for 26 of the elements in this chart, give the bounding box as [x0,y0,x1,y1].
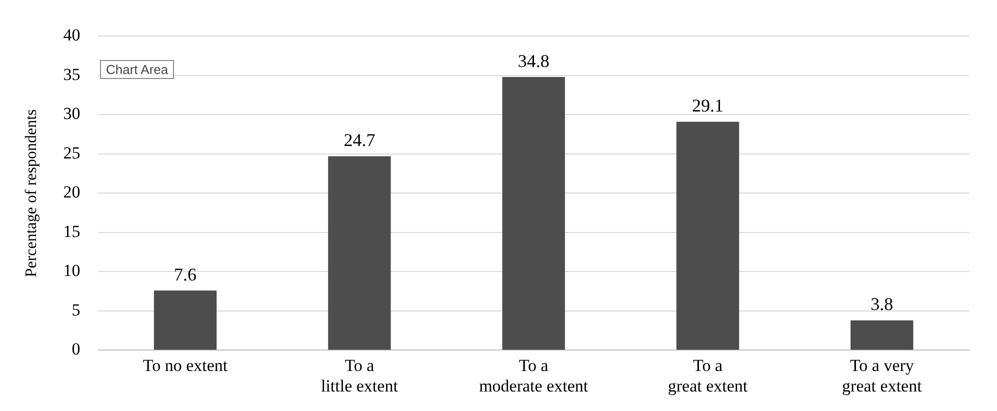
bar [850,320,914,350]
annotation: Chart Area [100,60,174,79]
y-tick-label: 5 [72,300,80,320]
y-axis-title: Percentage of respondents [22,109,40,278]
y-tick-label: 15 [63,222,80,241]
data-label: 29.1 [692,96,724,116]
x-tick-label: To a great extent [668,356,748,396]
bar [676,122,740,350]
x-tick-label: To a little extent [320,356,398,396]
y-tick-label: 35 [63,64,80,84]
data-label: 34.8 [518,50,550,71]
bar [328,156,391,350]
data-label: 3.8 [870,294,894,314]
y-tick-label: 10 [63,261,80,280]
y-tick-label: 40 [63,26,80,45]
y-tick-label: 20 [63,182,80,202]
bar [154,290,217,350]
data-label: 7.6 [174,264,197,284]
data-label: 24.7 [344,130,376,150]
y-tick-label: 30 [63,104,80,124]
x-tick-label: To no extent [142,356,228,375]
y-tick-label: 25 [63,143,80,162]
x-tick-label: To a very great extent [842,356,922,396]
x-tick-label: To a moderate extent [479,356,588,396]
y-tick-label: 0 [72,340,80,359]
bar [502,77,565,350]
